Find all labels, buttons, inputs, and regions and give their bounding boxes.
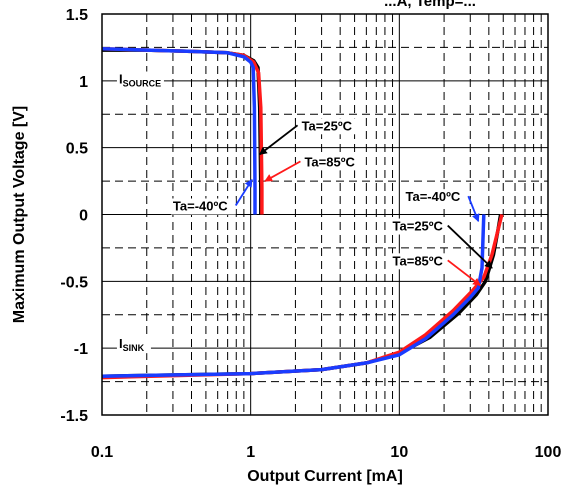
annotation-label: Ta=-40ºC xyxy=(173,198,228,213)
annotation-label: Ta=85ºC xyxy=(304,154,355,169)
chart-title: ...A, Temp=... xyxy=(384,0,476,10)
annotation-layer: Ta=25ºC Ta=85ºC Ta=-40ºC Ta=-40ºC Ta=25ºC Ta=… xyxy=(116,71,493,354)
annotation-bg xyxy=(403,189,469,206)
plot-frame xyxy=(101,13,549,416)
current-label-bg xyxy=(116,336,151,354)
x-tick-label: 10 xyxy=(390,444,408,461)
y-tick-labels: 1.5 1 0.5 0 -0.5 -1 -1.5 xyxy=(60,7,88,425)
annotation-arrow xyxy=(447,259,482,287)
annotation-label: Ta=25ºC xyxy=(302,118,353,133)
x-tick-label: 1 xyxy=(246,444,255,461)
annotation-label: Ta=85ºC xyxy=(393,253,444,268)
x-tick-label: 0.1 xyxy=(91,444,113,461)
annotation-bg xyxy=(390,253,448,270)
y-tick-label: 0 xyxy=(79,208,88,225)
source-curve-Ta=-40ºC xyxy=(101,47,257,215)
y-tick-label: 1.5 xyxy=(66,7,88,24)
x-tick-labels: 0.1 1 10 100 xyxy=(91,444,562,461)
y-tick-label: 1 xyxy=(79,74,88,91)
current-label-bg xyxy=(116,71,164,89)
annotation-arrow xyxy=(234,178,253,206)
y-axis-label: Maximum Output Voltage [V] xyxy=(11,106,28,323)
annotation-arrow xyxy=(467,195,480,223)
annotation-arrow xyxy=(258,124,299,156)
annotation-bg xyxy=(170,198,236,215)
x-tick-label: 100 xyxy=(535,444,562,461)
annotation-bg xyxy=(390,218,448,235)
current-label-subscript: SOURCE xyxy=(123,79,162,89)
annotation-bg xyxy=(302,154,360,171)
y-tick-label: -1 xyxy=(74,341,88,358)
y-tick-label: 0.5 xyxy=(66,141,88,158)
sink-curve-Ta=25ºC xyxy=(101,214,503,378)
annotation-arrow xyxy=(264,160,301,182)
sink-curve-Ta=-40ºC xyxy=(101,214,486,378)
sink-curve-Ta=85ºC xyxy=(101,214,504,380)
annotation-arrow xyxy=(447,224,493,269)
current-label-subscript: SINK xyxy=(123,343,145,353)
annotation-label: Ta=-40ºC xyxy=(405,189,460,204)
annotation-label: Ta=25ºC xyxy=(393,219,444,234)
y-tick-label: -1.5 xyxy=(60,408,88,425)
x-axis-label: Output Current [mA] xyxy=(247,468,403,485)
major-grid xyxy=(102,14,548,415)
series-layer xyxy=(101,47,504,380)
y-tick-label: -0.5 xyxy=(60,274,88,291)
annotation-bg xyxy=(299,118,357,135)
